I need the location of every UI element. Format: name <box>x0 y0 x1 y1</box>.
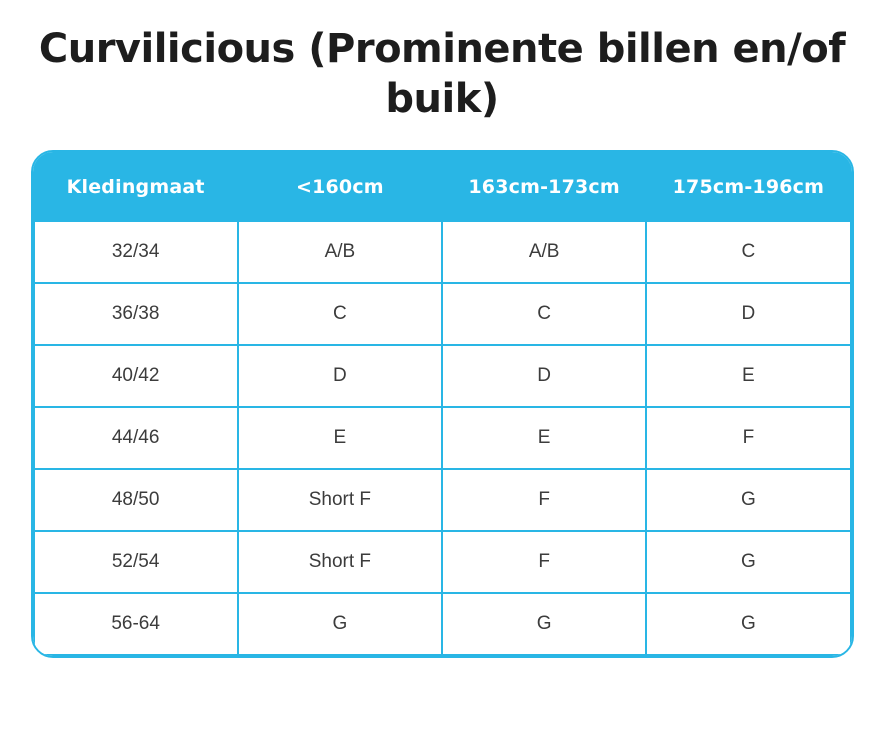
size-cell: 48/50 <box>32 468 239 532</box>
cup-size-cell: G <box>645 468 852 532</box>
cup-size-cell: C <box>440 282 648 346</box>
cup-size-cell: G <box>440 592 648 656</box>
size-cell: 36/38 <box>32 282 239 346</box>
cup-size-cell: D <box>440 344 648 408</box>
cup-size-cell: D <box>236 344 444 408</box>
cup-size-cell: G <box>236 592 444 656</box>
cup-size-cell: F <box>645 406 852 470</box>
column-header: <160cm <box>236 152 444 222</box>
table-row: 36/38 C C D <box>32 282 852 346</box>
column-header: 163cm-173cm <box>440 152 648 222</box>
cup-size-cell: A/B <box>236 220 444 284</box>
size-table-container: Kledingmaat <160cm 163cm-173cm 175cm-196cm … <box>30 150 854 658</box>
cup-size-cell: C <box>645 220 852 284</box>
cup-size-cell: Short F <box>236 530 444 594</box>
size-cell: 44/46 <box>32 406 239 470</box>
size-cell: 40/42 <box>32 344 239 408</box>
cup-size-cell: E <box>440 406 648 470</box>
table-header: Kledingmaat <160cm 163cm-173cm 175cm-196cm <box>32 152 852 222</box>
cup-size-cell: F <box>440 468 648 532</box>
table-row: 32/34 A/B A/B C <box>32 220 852 284</box>
cup-size-cell: C <box>236 282 444 346</box>
table-header-row: Kledingmaat <160cm 163cm-173cm 175cm-196cm <box>32 152 852 222</box>
table-row: 56-64 G G G <box>32 592 852 656</box>
cup-size-cell: G <box>645 592 852 656</box>
table-body: 32/34 A/B A/B C 36/38 C C D 40/42 D D E 44/46 E E F 48/5… <box>32 220 852 656</box>
cup-size-cell: A/B <box>440 220 648 284</box>
size-table: Kledingmaat <160cm 163cm-173cm 175cm-196cm … <box>32 152 852 656</box>
cup-size-cell: Short F <box>236 468 444 532</box>
table-row: 40/42 D D E <box>32 344 852 408</box>
column-header: 175cm-196cm <box>645 152 852 222</box>
size-cell: 56-64 <box>32 592 239 656</box>
size-cell: 32/34 <box>32 220 239 284</box>
size-cell: 52/54 <box>32 530 239 594</box>
cup-size-cell: E <box>645 344 852 408</box>
column-header: Kledingmaat <box>32 152 239 222</box>
cup-size-cell: D <box>645 282 852 346</box>
page-title: Curvilicious (Prominente billen en/of bu… <box>38 26 846 122</box>
table-row: 44/46 E E F <box>32 406 852 470</box>
cup-size-cell: F <box>440 530 648 594</box>
cup-size-cell: G <box>645 530 852 594</box>
cup-size-cell: E <box>236 406 444 470</box>
